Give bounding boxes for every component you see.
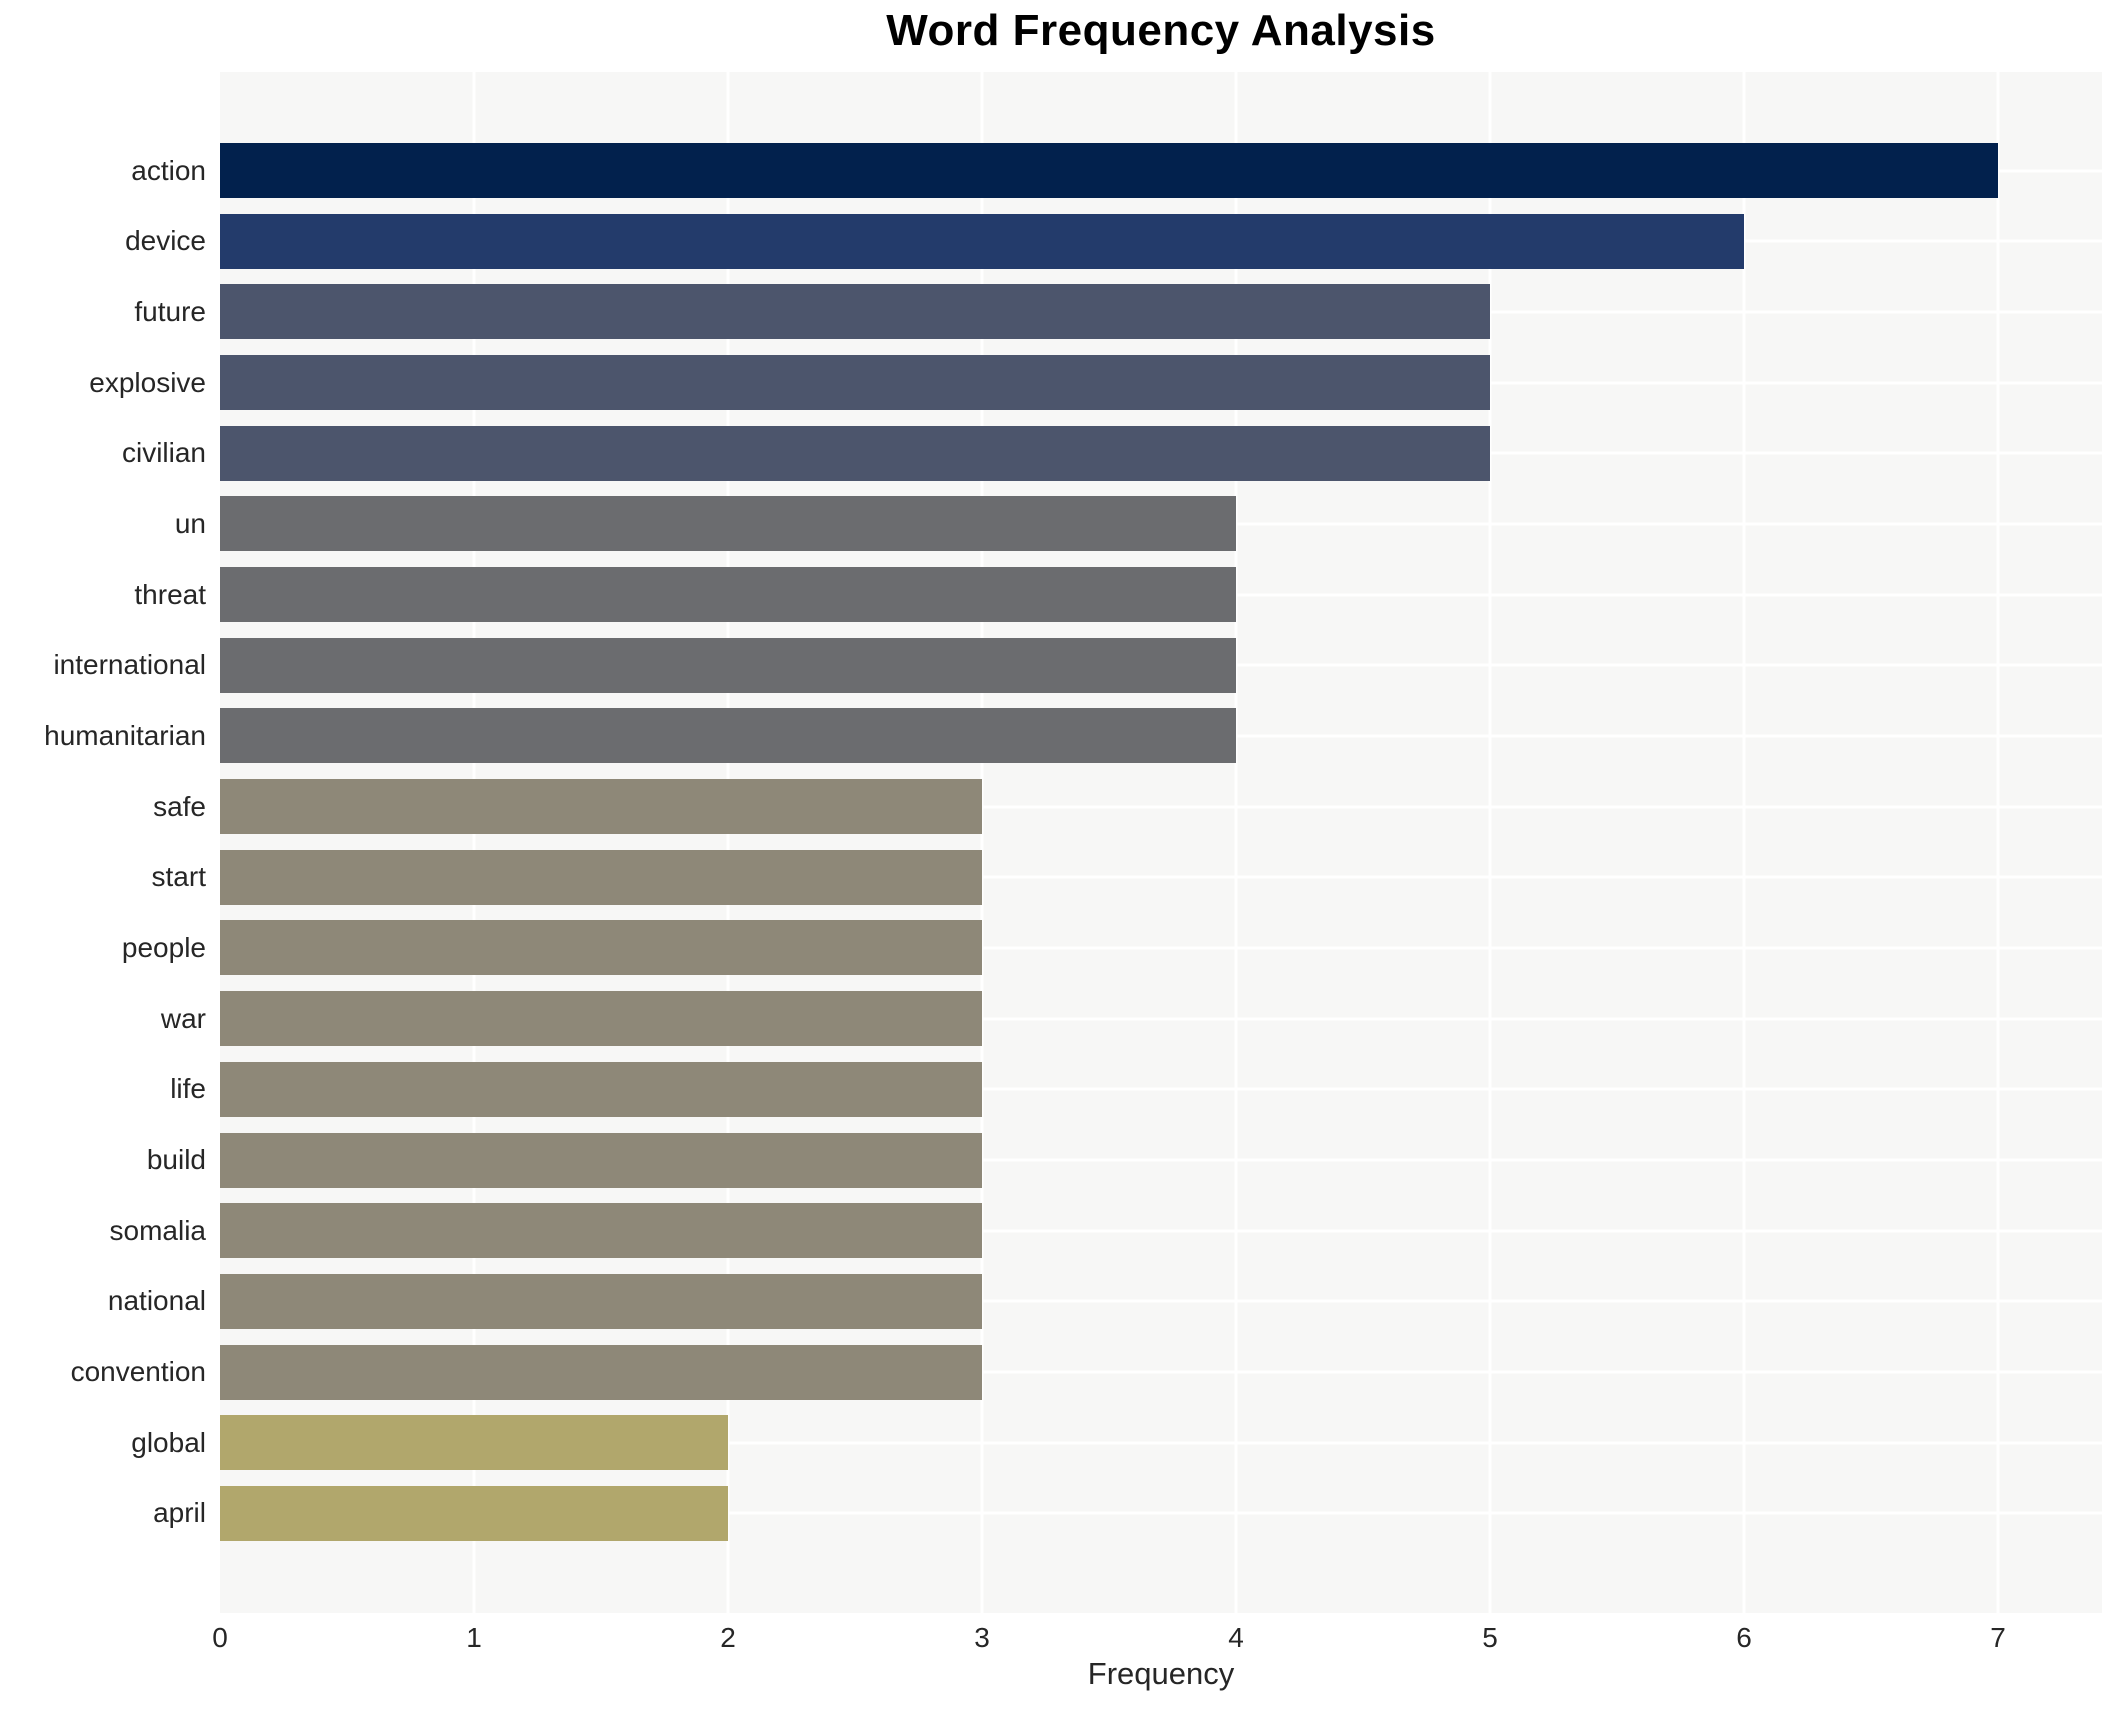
bar-civilian xyxy=(220,425,1490,481)
y-gridline-build xyxy=(220,1158,2102,1162)
y-tick-label-somalia: somalia xyxy=(109,1214,206,1246)
y-tick-label-action: action xyxy=(131,154,206,186)
bar-somalia xyxy=(220,1203,982,1259)
x-gridline-6 xyxy=(1742,72,1746,1613)
y-tick-label-un: un xyxy=(174,507,206,539)
bar-convention xyxy=(220,1344,982,1400)
y-tick-label-civilian: civilian xyxy=(121,437,206,469)
y-tick-label-explosive: explosive xyxy=(89,366,206,398)
bar-people xyxy=(220,920,982,976)
y-tick-label-start: start xyxy=(151,861,206,893)
bar-explosive xyxy=(220,355,1490,411)
x-tick-label-3: 3 xyxy=(974,1622,990,1653)
y-gridline-national xyxy=(220,1299,2102,1303)
y-tick-label-international: international xyxy=(53,649,206,681)
y-gridline-war xyxy=(220,1017,2102,1021)
y-tick-label-humanitarian: humanitarian xyxy=(44,719,206,751)
y-gridline-april xyxy=(220,1511,2102,1515)
y-gridline-somalia xyxy=(220,1229,2102,1233)
y-gridline-convention xyxy=(220,1370,2102,1374)
y-gridline-global xyxy=(220,1441,2102,1445)
x-tick-label-7: 7 xyxy=(1990,1622,2006,1653)
bar-action xyxy=(220,143,1998,198)
chart-title: Word Frequency Analysis xyxy=(886,6,1436,55)
bar-threat xyxy=(220,567,1236,623)
bar-global xyxy=(220,1415,728,1471)
x-gridline-4 xyxy=(1234,72,1238,1613)
bar-build xyxy=(220,1132,982,1188)
bar-war xyxy=(220,991,982,1047)
y-tick-label-global: global xyxy=(131,1426,206,1458)
x-tick-label-2: 2 xyxy=(720,1622,736,1653)
x-gridline-7 xyxy=(1996,72,2000,1613)
x-gridline-2 xyxy=(726,72,730,1613)
x-gridline-1 xyxy=(472,72,476,1613)
x-tick-label-5: 5 xyxy=(1482,1622,1498,1653)
y-tick-label-device: device xyxy=(125,225,206,257)
y-tick-label-april: april xyxy=(153,1497,206,1529)
y-gridline-safe xyxy=(220,805,2102,809)
plot-area xyxy=(220,72,2102,1613)
y-tick-label-build: build xyxy=(146,1144,206,1176)
x-tick-label-1: 1 xyxy=(466,1622,482,1653)
y-tick-label-safe: safe xyxy=(153,790,206,822)
y-tick-label-people: people xyxy=(121,931,206,963)
bar-national xyxy=(220,1273,982,1329)
y-tick-label-national: national xyxy=(107,1285,206,1317)
bar-safe xyxy=(220,779,982,835)
bar-april xyxy=(220,1485,728,1541)
y-tick-label-threat: threat xyxy=(134,578,206,610)
bar-humanitarian xyxy=(220,708,1236,764)
x-gridline-3 xyxy=(980,72,984,1613)
x-tick-label-0: 0 xyxy=(212,1622,228,1653)
bar-start xyxy=(220,849,982,905)
bar-future xyxy=(220,284,1490,340)
x-tick-label-6: 6 xyxy=(1736,1622,1752,1653)
y-gridline-start xyxy=(220,875,2102,879)
y-tick-label-war: war xyxy=(160,1002,206,1034)
y-gridline-people xyxy=(220,946,2102,950)
y-tick-label-convention: convention xyxy=(70,1356,206,1388)
y-gridline-life xyxy=(220,1087,2102,1091)
bar-international xyxy=(220,637,1236,693)
bar-life xyxy=(220,1061,982,1117)
bar-device xyxy=(220,213,1744,269)
x-gridline-5 xyxy=(1488,72,1492,1613)
bar-un xyxy=(220,496,1236,552)
x-axis-label: Frequency xyxy=(1087,1656,1235,1691)
y-tick-label-life: life xyxy=(170,1073,206,1105)
x-tick-label-4: 4 xyxy=(1228,1622,1244,1653)
y-tick-label-future: future xyxy=(134,295,206,327)
